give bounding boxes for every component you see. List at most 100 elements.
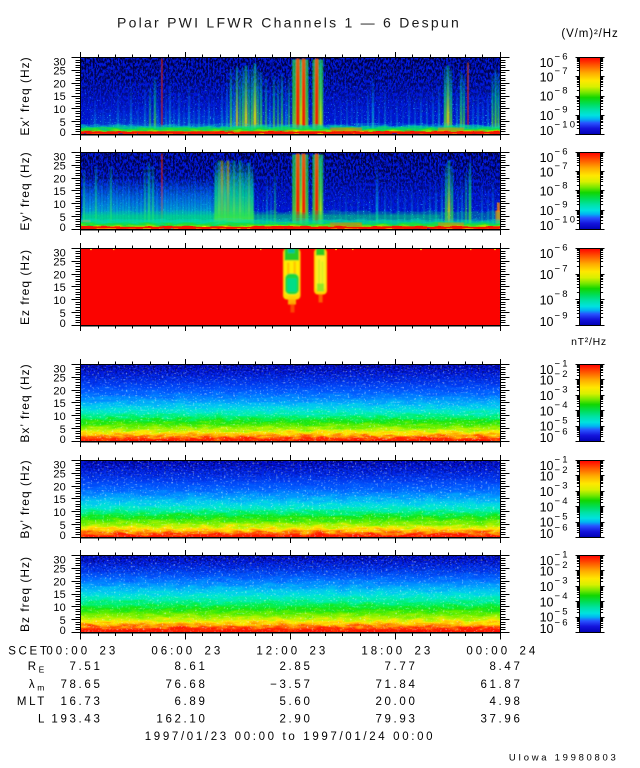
svg-text:4.98: 4.98 <box>490 696 523 708</box>
svg-text:20: 20 <box>53 385 66 397</box>
svg-text:−4: −4 <box>555 496 570 507</box>
svg-text:10: 10 <box>540 595 554 609</box>
svg-text:20: 20 <box>53 78 66 90</box>
svg-text:10: 10 <box>540 470 554 484</box>
svg-text:10: 10 <box>540 165 554 179</box>
svg-text:15: 15 <box>53 398 66 410</box>
svg-text:λm: λm <box>29 679 47 693</box>
svg-text:−3: −3 <box>555 385 570 396</box>
svg-text:5: 5 <box>60 212 66 224</box>
svg-text:0: 0 <box>60 222 66 234</box>
svg-text:2.85: 2.85 <box>280 661 313 673</box>
svg-text:61.87: 61.87 <box>480 679 522 691</box>
svg-text:18:00 23: 18:00 23 <box>361 646 433 658</box>
svg-text:10: 10 <box>540 485 554 499</box>
svg-text:−9: −9 <box>555 105 570 116</box>
svg-text:2.90: 2.90 <box>280 714 313 726</box>
svg-text:20: 20 <box>53 269 66 281</box>
svg-text:16.73: 16.73 <box>60 696 102 708</box>
svg-text:UIowa 19980803: UIowa 19980803 <box>509 753 619 764</box>
svg-text:−7: −7 <box>555 161 570 172</box>
svg-text:10: 10 <box>53 602 66 614</box>
svg-text:10: 10 <box>53 295 66 307</box>
svg-text:20: 20 <box>53 481 66 493</box>
svg-text:−10: −10 <box>555 215 578 226</box>
svg-text:10: 10 <box>540 611 554 625</box>
svg-text:−6: −6 <box>555 147 570 158</box>
svg-text:20: 20 <box>53 173 66 185</box>
svg-text:−5: −5 <box>555 606 570 617</box>
svg-text:−6: −6 <box>555 52 570 63</box>
svg-text:30: 30 <box>53 56 66 68</box>
svg-text:10: 10 <box>53 411 66 423</box>
svg-text:00:00 24: 00:00 24 <box>466 646 538 658</box>
svg-text:−1: −1 <box>555 359 570 370</box>
svg-text:−5: −5 <box>555 415 570 426</box>
svg-text:−10: −10 <box>555 120 578 131</box>
svg-text:10: 10 <box>540 363 554 377</box>
svg-text:25: 25 <box>53 373 66 385</box>
svg-text:10: 10 <box>540 293 554 307</box>
svg-text:5: 5 <box>60 615 66 627</box>
svg-text:25: 25 <box>53 469 66 481</box>
svg-text:10: 10 <box>540 565 554 579</box>
svg-text:5.60: 5.60 <box>280 696 313 708</box>
svg-text:15: 15 <box>53 494 66 506</box>
svg-text:30: 30 <box>53 151 66 163</box>
svg-text:10: 10 <box>53 507 66 519</box>
svg-text:10: 10 <box>540 315 554 329</box>
svg-text:30: 30 <box>53 247 66 259</box>
svg-text:10: 10 <box>540 389 554 403</box>
svg-text:By’ freq (Hz): By’ freq (Hz) <box>18 459 32 538</box>
svg-text:−8: −8 <box>555 289 570 300</box>
svg-text:RE: RE <box>28 661 47 675</box>
svg-text:20: 20 <box>53 576 66 588</box>
svg-text:30: 30 <box>53 363 66 375</box>
svg-text:−2: −2 <box>555 560 570 571</box>
svg-text:10: 10 <box>540 124 554 138</box>
svg-text:10: 10 <box>540 219 554 233</box>
svg-text:10: 10 <box>540 554 554 568</box>
svg-text:15: 15 <box>53 589 66 601</box>
svg-text:10: 10 <box>540 185 554 199</box>
svg-text:Ex’ freq (Hz): Ex’ freq (Hz) <box>18 56 32 135</box>
svg-text:−8: −8 <box>555 180 570 191</box>
svg-text:MLT: MLT <box>17 696 47 708</box>
svg-text:−2: −2 <box>555 369 570 380</box>
svg-text:5: 5 <box>60 308 66 320</box>
svg-text:−5: −5 <box>555 511 570 522</box>
svg-text:−4: −4 <box>555 400 570 411</box>
svg-text:10: 10 <box>540 404 554 418</box>
svg-text:193.43: 193.43 <box>51 714 102 726</box>
svg-text:10: 10 <box>540 268 554 282</box>
svg-text:−3: −3 <box>555 576 570 587</box>
svg-text:−6: −6 <box>555 243 570 254</box>
svg-text:30: 30 <box>53 459 66 471</box>
svg-text:37.96: 37.96 <box>480 714 522 726</box>
svg-text:−3.57: −3.57 <box>270 679 312 691</box>
svg-text:5: 5 <box>60 117 66 129</box>
svg-text:25: 25 <box>53 66 66 78</box>
svg-text:Bx’ freq (Hz): Bx’ freq (Hz) <box>18 363 32 442</box>
svg-text:0: 0 <box>60 625 66 637</box>
svg-text:10: 10 <box>540 56 554 70</box>
svg-text:162.10: 162.10 <box>156 714 207 726</box>
svg-text:10: 10 <box>53 199 66 211</box>
svg-text:12:00 23: 12:00 23 <box>256 646 328 658</box>
svg-text:−9: −9 <box>555 311 570 322</box>
svg-text:06:00 23: 06:00 23 <box>151 646 223 658</box>
svg-text:(V/m)²/Hz: (V/m)²/Hz <box>561 28 618 40</box>
svg-text:5: 5 <box>60 424 66 436</box>
svg-text:10: 10 <box>540 420 554 434</box>
svg-text:−1: −1 <box>555 550 570 561</box>
svg-text:−2: −2 <box>555 465 570 476</box>
svg-text:15: 15 <box>53 91 66 103</box>
svg-text:L: L <box>38 714 47 726</box>
svg-text:76.68: 76.68 <box>165 679 207 691</box>
svg-text:10: 10 <box>540 516 554 530</box>
svg-text:−6: −6 <box>555 523 570 534</box>
svg-text:10: 10 <box>540 109 554 123</box>
svg-text:10: 10 <box>540 431 554 445</box>
svg-text:−7: −7 <box>555 66 570 77</box>
svg-text:5: 5 <box>60 520 66 532</box>
